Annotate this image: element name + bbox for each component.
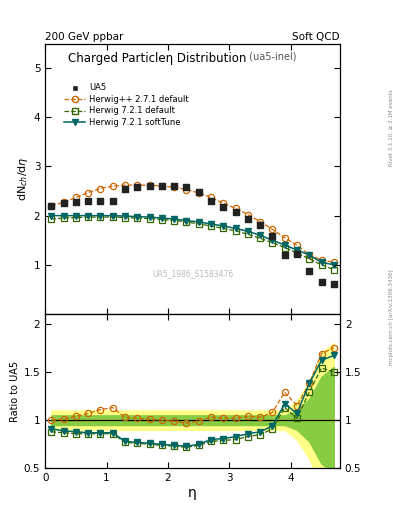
- Point: [269, 232, 275, 240]
- Point: [257, 221, 263, 229]
- Point: [294, 250, 300, 258]
- Point: [147, 182, 153, 190]
- Point: [171, 182, 177, 190]
- Text: Charged Particleη Distribution: Charged Particleη Distribution: [68, 52, 246, 65]
- Point: [306, 267, 312, 275]
- Legend: UA5, Herwig++ 2.7.1 default, Herwig 7.2.1 default, Herwig 7.2.1 softTune: UA5, Herwig++ 2.7.1 default, Herwig 7.2.…: [61, 80, 193, 131]
- Text: Rivet 3.1.10, ≥ 3.1M events: Rivet 3.1.10, ≥ 3.1M events: [389, 90, 393, 166]
- Y-axis label: Ratio to UA5: Ratio to UA5: [9, 360, 20, 422]
- Y-axis label: dN$_{ch}$/d$\eta$: dN$_{ch}$/d$\eta$: [16, 157, 29, 201]
- Point: [122, 184, 128, 193]
- Point: [318, 278, 325, 286]
- Text: 200 GeV ppbar: 200 GeV ppbar: [45, 32, 123, 42]
- Text: (ua5-inel): (ua5-inel): [246, 52, 296, 61]
- Point: [232, 207, 239, 216]
- Point: [220, 203, 226, 211]
- Point: [48, 202, 55, 210]
- Point: [208, 197, 214, 205]
- Point: [73, 198, 79, 206]
- Point: [61, 199, 67, 207]
- X-axis label: η: η: [188, 486, 197, 500]
- Text: UA5_1986_S1583476: UA5_1986_S1583476: [152, 269, 233, 278]
- Text: mcplots.cern.ch [arXiv:1306.3436]: mcplots.cern.ch [arXiv:1306.3436]: [389, 270, 393, 365]
- Point: [134, 183, 140, 191]
- Point: [183, 183, 189, 191]
- Point: [245, 215, 251, 223]
- Point: [97, 197, 104, 205]
- Point: [196, 188, 202, 196]
- Point: [331, 281, 337, 289]
- Point: [159, 182, 165, 190]
- Point: [110, 197, 116, 205]
- Point: [281, 251, 288, 259]
- Text: Soft QCD: Soft QCD: [292, 32, 340, 42]
- Point: [85, 197, 91, 205]
